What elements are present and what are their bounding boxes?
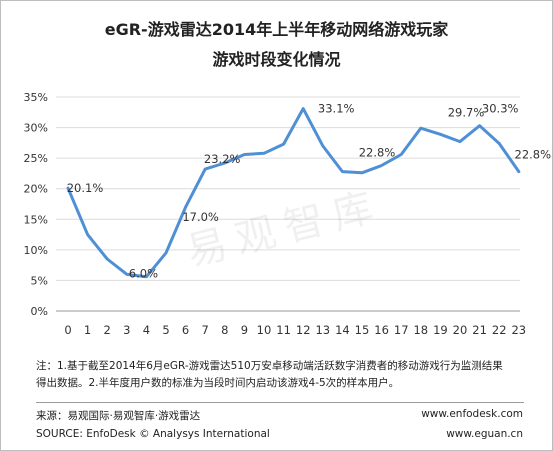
footnote-line2: 得出数据。2.半年度用户数的标准为当段时间内启动该游戏4-5次的样本用户。	[36, 377, 400, 389]
data-label: 17.0%	[182, 210, 219, 224]
footer-divider	[36, 402, 524, 403]
y-tick-label: 35%	[24, 91, 48, 104]
footnote: 注：1.基于截至2014年6月eGR-游戏雷达510万安卓移动端活跃数字消费者的…	[36, 358, 526, 392]
source-en: SOURCE: EnfoDesk © Analysys Internationa…	[36, 428, 270, 440]
x-tick-label: 21	[472, 323, 487, 337]
x-tick-label: 18	[413, 323, 428, 337]
url-enfodesk: www.enfodesk.com	[421, 408, 523, 420]
x-tick-label: 19	[433, 323, 448, 337]
url-eguan: www.eguan.cn	[446, 428, 523, 440]
y-tick-label: 0%	[31, 305, 48, 318]
x-tick-label: 13	[315, 323, 330, 337]
data-label: 22.8%	[515, 148, 552, 162]
x-tick-label: 8	[221, 323, 228, 337]
data-label: 33.1%	[318, 102, 355, 116]
data-label: 29.7%	[448, 105, 485, 119]
x-tick-label: 17	[394, 323, 409, 337]
data-label: 20.1%	[67, 181, 104, 195]
x-tick-label: 5	[162, 323, 169, 337]
x-tick-label: 20	[453, 323, 468, 337]
x-tick-label: 22	[492, 323, 507, 337]
x-tick-label: 23	[511, 323, 526, 337]
x-tick-label: 3	[123, 323, 130, 337]
x-tick-label: 0	[64, 323, 71, 337]
y-tick-label: 25%	[24, 152, 48, 165]
x-tick-label: 11	[276, 323, 291, 337]
y-tick-label: 10%	[24, 244, 48, 257]
chart-title-line1: eGR-游戏雷达2014年上半年移动网络游戏玩家	[104, 20, 449, 39]
x-tick-label: 14	[335, 323, 350, 337]
x-tick-label: 12	[296, 323, 311, 337]
data-label: 6.0%	[129, 266, 158, 280]
y-tick-label: 15%	[24, 213, 48, 226]
x-tick-label: 1	[84, 323, 91, 337]
y-tick-label: 5%	[31, 274, 48, 287]
watermark: 易观智库	[182, 183, 387, 276]
chart-title-line2: 游戏时段变化情况	[212, 50, 341, 69]
x-tick-label: 2	[104, 323, 111, 337]
footnote-line1: 注：1.基于截至2014年6月eGR-游戏雷达510万安卓移动端活跃数字消费者的…	[36, 360, 503, 372]
x-tick-label: 9	[241, 323, 248, 337]
y-tick-label: 20%	[24, 183, 48, 196]
data-label: 23.2%	[204, 152, 241, 166]
data-label: 30.3%	[482, 102, 519, 116]
x-tick-label: 16	[374, 323, 389, 337]
source-cn: 来源：易观国际·易观智库·游戏雷达	[36, 410, 201, 422]
data-label: 22.8%	[359, 146, 396, 160]
x-tick-label: 6	[182, 323, 189, 337]
x-tick-label: 10	[257, 323, 272, 337]
x-tick-label: 4	[143, 323, 150, 337]
series-line	[66, 107, 521, 279]
x-tick-label: 15	[355, 323, 370, 337]
y-tick-label: 30%	[24, 122, 48, 135]
x-tick-label: 7	[202, 323, 209, 337]
